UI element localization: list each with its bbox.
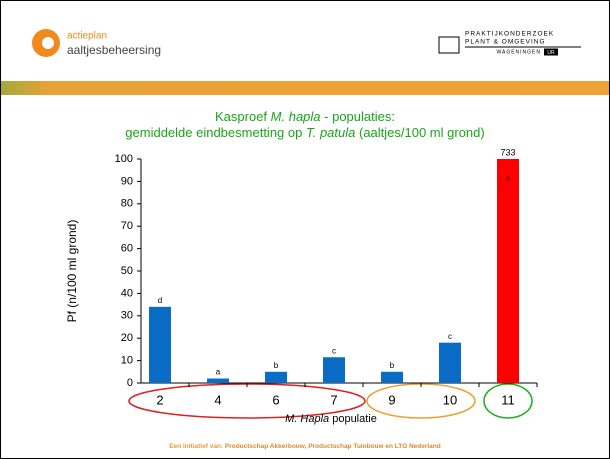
letter-label: c — [332, 346, 336, 355]
x-tick-label: 9 — [388, 392, 395, 407]
chart-title: Kasproef M. hapla - populaties: — [1, 109, 609, 124]
letter-label: d — [158, 296, 162, 305]
y-axis-label: Pf (n/100 ml grond) — [65, 220, 79, 323]
letter-label: a — [216, 368, 221, 377]
title-part: - populaties: — [320, 109, 395, 124]
bar — [381, 371, 403, 383]
x-axis-label: M. Hapla populatie — [285, 413, 377, 425]
y-tick-label: 80 — [121, 198, 133, 210]
x-axis-label-part: populatie — [329, 413, 377, 425]
logo-icon-inner — [42, 37, 54, 49]
logo-text: aaltjesbeheersing — [67, 43, 161, 57]
header-band — [1, 81, 609, 95]
x-tick-label: 7 — [330, 392, 337, 407]
value-label: 733 — [500, 147, 515, 157]
y-tick-label: 30 — [121, 310, 133, 322]
bar — [265, 371, 287, 383]
title-part: gemiddelde eindbesmetting op — [125, 125, 306, 140]
x-tick-label: 10 — [443, 392, 457, 407]
logo-right-text: WAGENINGEN — [496, 49, 541, 55]
y-tick-label: 90 — [121, 175, 133, 187]
y-tick-label: 70 — [121, 220, 133, 232]
footer-part: Productschap Akkerbouw, Productschap Tui… — [224, 443, 441, 450]
logo-ur — [544, 48, 558, 56]
title-part: Kasproef — [215, 109, 271, 124]
y-tick-label: 50 — [121, 265, 133, 277]
letter-label: b — [390, 361, 395, 370]
letter-label: e — [506, 174, 511, 183]
title-part: (aaltjes/100 ml grond) — [355, 125, 485, 140]
footer: Een initiatief van: Productschap Akkerbo… — [1, 443, 609, 450]
logo-text: actieplan — [67, 31, 107, 42]
y-tick-label: 10 — [121, 355, 133, 367]
x-tick-label: 11 — [501, 392, 515, 407]
group-ellipse — [366, 383, 476, 419]
x-axis-label-part: M. Hapla — [285, 413, 329, 425]
y-tick-label: 20 — [121, 332, 133, 344]
plot-area — [149, 159, 519, 383]
y-tick-label: 60 — [121, 243, 133, 255]
title-part: T. patula — [305, 125, 356, 140]
bar — [497, 159, 519, 383]
x-tick-label: 2 — [156, 392, 163, 407]
bar — [149, 306, 171, 383]
bar — [207, 378, 229, 383]
logo-right-text: PLANT & OMGEVING — [465, 39, 546, 46]
letter-label: c — [448, 332, 452, 341]
title-part: M. hapla — [270, 109, 321, 124]
group-ellipse — [483, 383, 533, 419]
logo-right-icon — [438, 36, 460, 54]
footer-part: Een initiatief van: — [169, 443, 225, 450]
y-tick-label: 100 — [115, 153, 133, 165]
chart-subtitle: gemiddelde eindbesmetting op T. patula (… — [1, 125, 609, 140]
bar — [323, 357, 345, 383]
x-tick-label: 4 — [214, 392, 221, 407]
bar — [439, 342, 461, 383]
logo-right-text: PRAKTIJKONDERZOEK — [465, 31, 554, 38]
logo-right-text: UR — [547, 50, 555, 56]
y-tick-label: 40 — [121, 287, 133, 299]
x-tick-label: 6 — [272, 392, 279, 407]
y-tick-label: 0 — [127, 377, 133, 389]
letter-label: b — [274, 361, 279, 370]
